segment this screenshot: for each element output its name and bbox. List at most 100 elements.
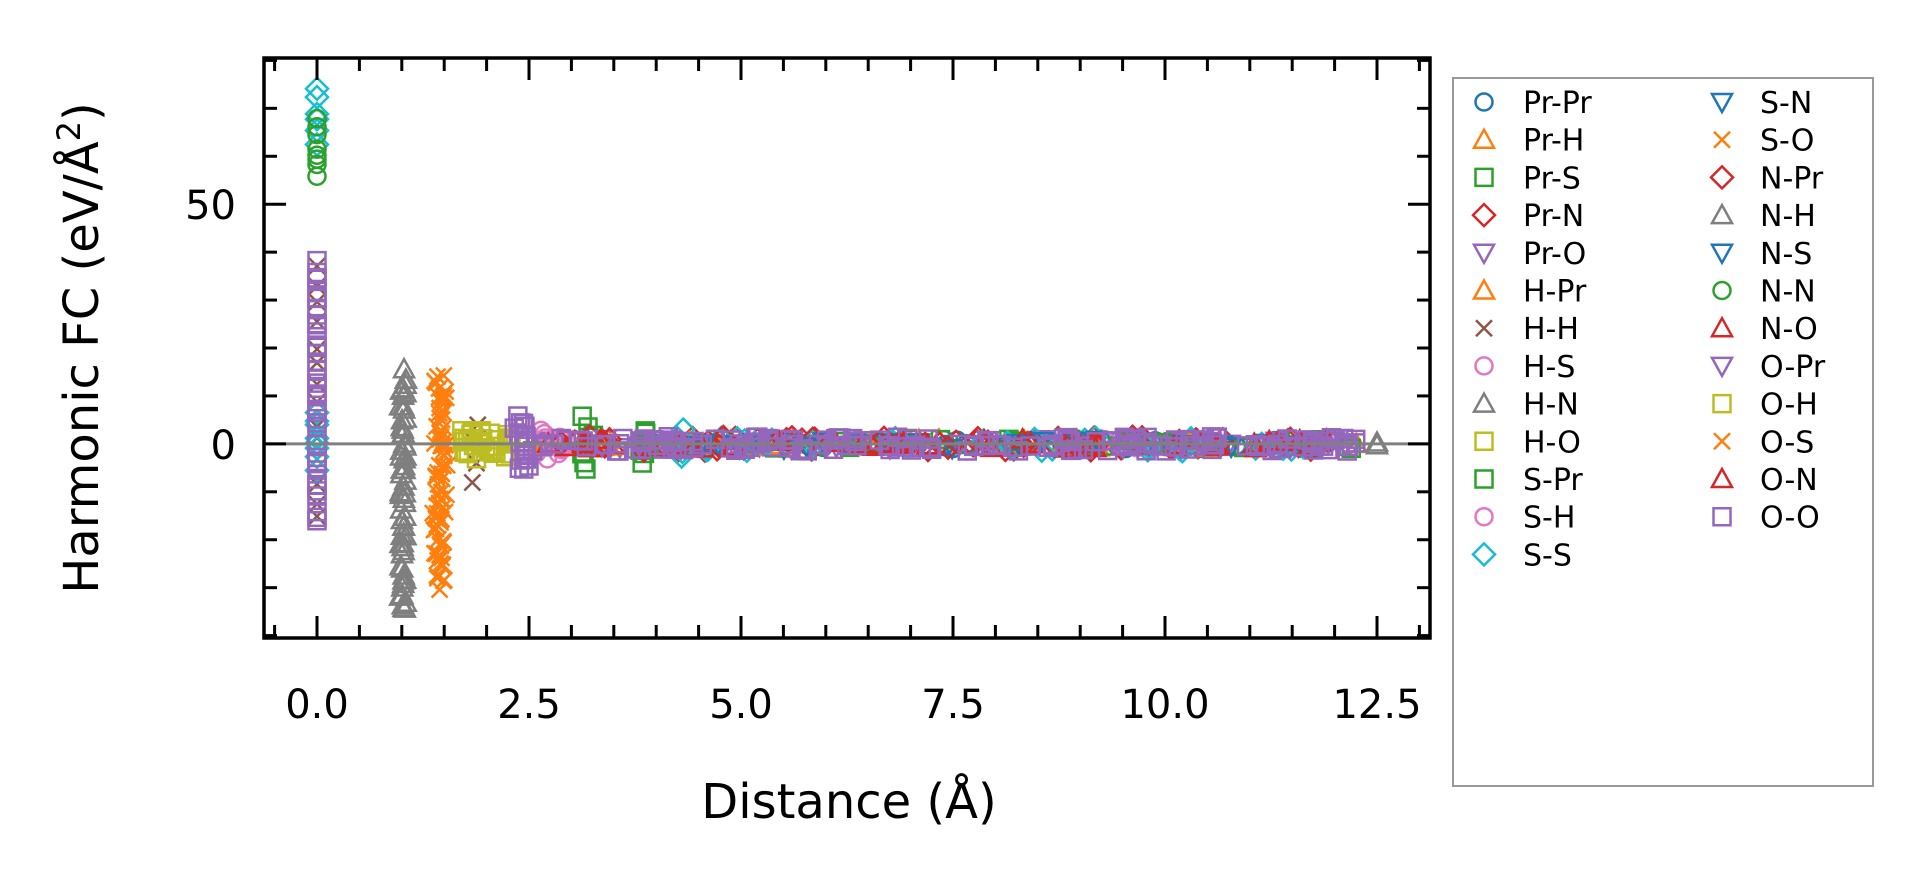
data-point	[304, 76, 330, 102]
legend-marker-icon	[1474, 506, 1494, 527]
data-point	[1058, 427, 1078, 448]
data-point	[921, 439, 942, 459]
legend-item-s-n: S-N	[1709, 86, 1812, 121]
axis-ticks	[264, 58, 1430, 638]
data-point	[307, 327, 327, 347]
series-n-n	[307, 108, 327, 187]
legend-marker-icon	[1709, 243, 1735, 266]
legend-label: N-H	[1760, 199, 1816, 234]
data-point	[438, 456, 457, 475]
legend-marker-icon	[1712, 393, 1732, 414]
data-point	[918, 429, 938, 449]
legend-label: N-N	[1760, 275, 1816, 310]
data-point	[1042, 434, 1063, 455]
legend-label: S-O	[1760, 124, 1814, 159]
data-point	[891, 437, 912, 457]
legend-marker-icon	[1713, 432, 1731, 451]
x-tick-label: 7.5	[921, 682, 985, 728]
legend-label: H-O	[1523, 425, 1581, 460]
data-point	[391, 520, 416, 543]
legend-marker-icon	[1709, 164, 1735, 191]
data-point	[1179, 439, 1199, 459]
data-point	[431, 554, 450, 573]
data-point	[1060, 440, 1081, 461]
legend-item-s-s: S-S	[1471, 538, 1572, 573]
data-point	[1097, 440, 1118, 461]
data-point	[430, 409, 449, 428]
data-point	[1245, 434, 1266, 455]
data-point	[433, 388, 452, 407]
data-point	[878, 436, 898, 456]
series-h-n	[388, 356, 419, 618]
data-point	[647, 435, 668, 456]
data-point	[388, 553, 413, 576]
data-point	[437, 388, 456, 407]
data-point	[1114, 427, 1135, 448]
data-point	[551, 428, 571, 449]
series-s-s	[304, 76, 1317, 484]
legend-label: N-Pr	[1760, 161, 1824, 196]
data-point	[509, 458, 530, 478]
legend-marker-icon	[1709, 202, 1735, 225]
legend-item-h-h: H-H	[1475, 312, 1579, 347]
legend-item-pr-s: Pr-S	[1474, 161, 1581, 196]
legend-item-o-n: O-N	[1709, 463, 1818, 498]
legend-item-pr-n: Pr-N	[1471, 199, 1584, 234]
legend-label: O-O	[1760, 501, 1820, 536]
data-point	[433, 469, 452, 488]
data-point	[692, 434, 712, 455]
legend-item-o-o: O-O	[1712, 501, 1820, 536]
legend-label: N-O	[1760, 312, 1818, 347]
series-o-o	[307, 250, 1366, 531]
data-point	[463, 435, 484, 456]
data-point	[1073, 439, 1094, 460]
legend-marker-icon	[1474, 431, 1494, 452]
legend-marker-icon	[1475, 319, 1493, 338]
legend-item-n-s: N-S	[1709, 237, 1812, 272]
legend-marker-icon	[1709, 356, 1735, 379]
x-axis-label: Distance (Å)	[701, 773, 996, 830]
data-point	[304, 84, 330, 110]
legend-item-pr-h: Pr-H	[1471, 124, 1584, 159]
legend-item-h-o: H-O	[1474, 425, 1581, 460]
legend-marker-icon	[1471, 391, 1497, 413]
x-tick-label: 5.0	[709, 682, 773, 728]
y-axis-label: Harmonic FC (eV/Å2)	[50, 102, 110, 594]
data-point	[1003, 437, 1023, 458]
data-point	[1137, 427, 1157, 448]
legend-marker-icon	[1474, 92, 1494, 112]
data-point	[307, 117, 327, 137]
legend-marker-icon	[1709, 466, 1735, 489]
legend-label: S-S	[1523, 538, 1572, 573]
data-point	[837, 435, 857, 456]
data-point	[1236, 436, 1257, 456]
data-point	[544, 434, 564, 454]
legend-marker-icon	[1709, 92, 1735, 115]
data-point	[901, 440, 922, 460]
data-point	[514, 427, 534, 447]
data-point	[673, 439, 694, 460]
data-point	[307, 475, 327, 495]
data-point	[761, 437, 782, 457]
data-point	[388, 393, 413, 416]
legend-item-o-s: O-S	[1713, 425, 1814, 460]
data-point	[307, 315, 327, 335]
legend-item-pr-o: Pr-O	[1471, 237, 1586, 272]
data-point	[515, 416, 535, 437]
legend-marker-icon	[1474, 167, 1494, 188]
legend-item-n-pr: N-Pr	[1709, 161, 1824, 196]
legend-item-s-o: S-O	[1713, 124, 1814, 159]
legend-label: N-S	[1760, 237, 1812, 272]
data-point	[434, 366, 453, 385]
data-point	[462, 423, 482, 444]
legend-marker-icon	[1471, 127, 1497, 149]
data-point	[307, 262, 327, 283]
legend-marker-icon	[1713, 130, 1731, 149]
data-point	[391, 356, 417, 379]
data-points	[304, 76, 1390, 618]
legend-item-h-pr: H-Pr	[1471, 275, 1587, 310]
data-point	[1202, 439, 1222, 460]
legend-label: Pr-H	[1523, 124, 1584, 159]
data-point	[472, 428, 493, 449]
data-point	[392, 457, 417, 480]
